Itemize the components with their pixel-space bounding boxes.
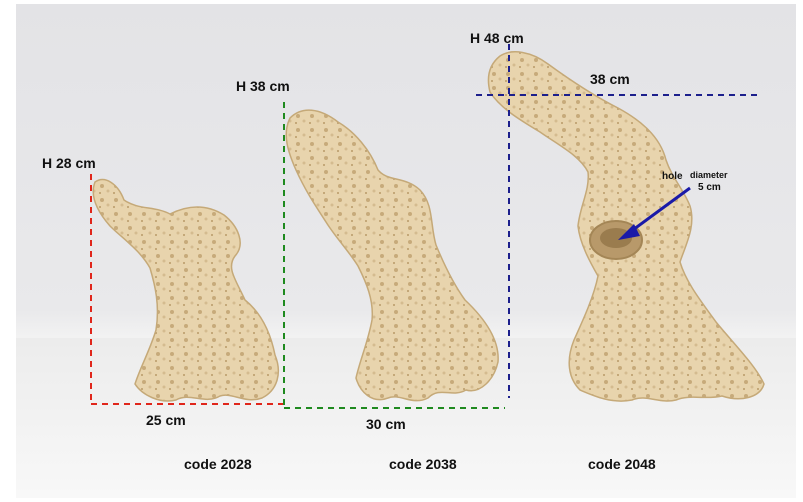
height-label-2028: H 28 cm	[42, 155, 96, 171]
width-label-2028: 25 cm	[146, 412, 186, 428]
rock-2028	[92, 178, 279, 402]
code-label-2028: code 2028	[184, 456, 252, 472]
rock-2038	[285, 109, 499, 402]
hole-label: hole	[662, 171, 683, 182]
height-label-2038: H 38 cm	[236, 78, 290, 94]
width-label-2038: 30 cm	[366, 416, 406, 432]
hole-arrow	[629, 186, 691, 234]
width-label-2048: 38 cm	[590, 71, 630, 87]
code-label-2048: code 2048	[588, 456, 656, 472]
hole-diameter-label: diameter	[690, 170, 728, 180]
code-label-2038: code 2038	[389, 456, 457, 472]
height-label-2048: H 48 cm	[470, 30, 524, 46]
hole-arrowhead	[618, 224, 640, 240]
hole-size-label: 5 cm	[698, 182, 721, 193]
